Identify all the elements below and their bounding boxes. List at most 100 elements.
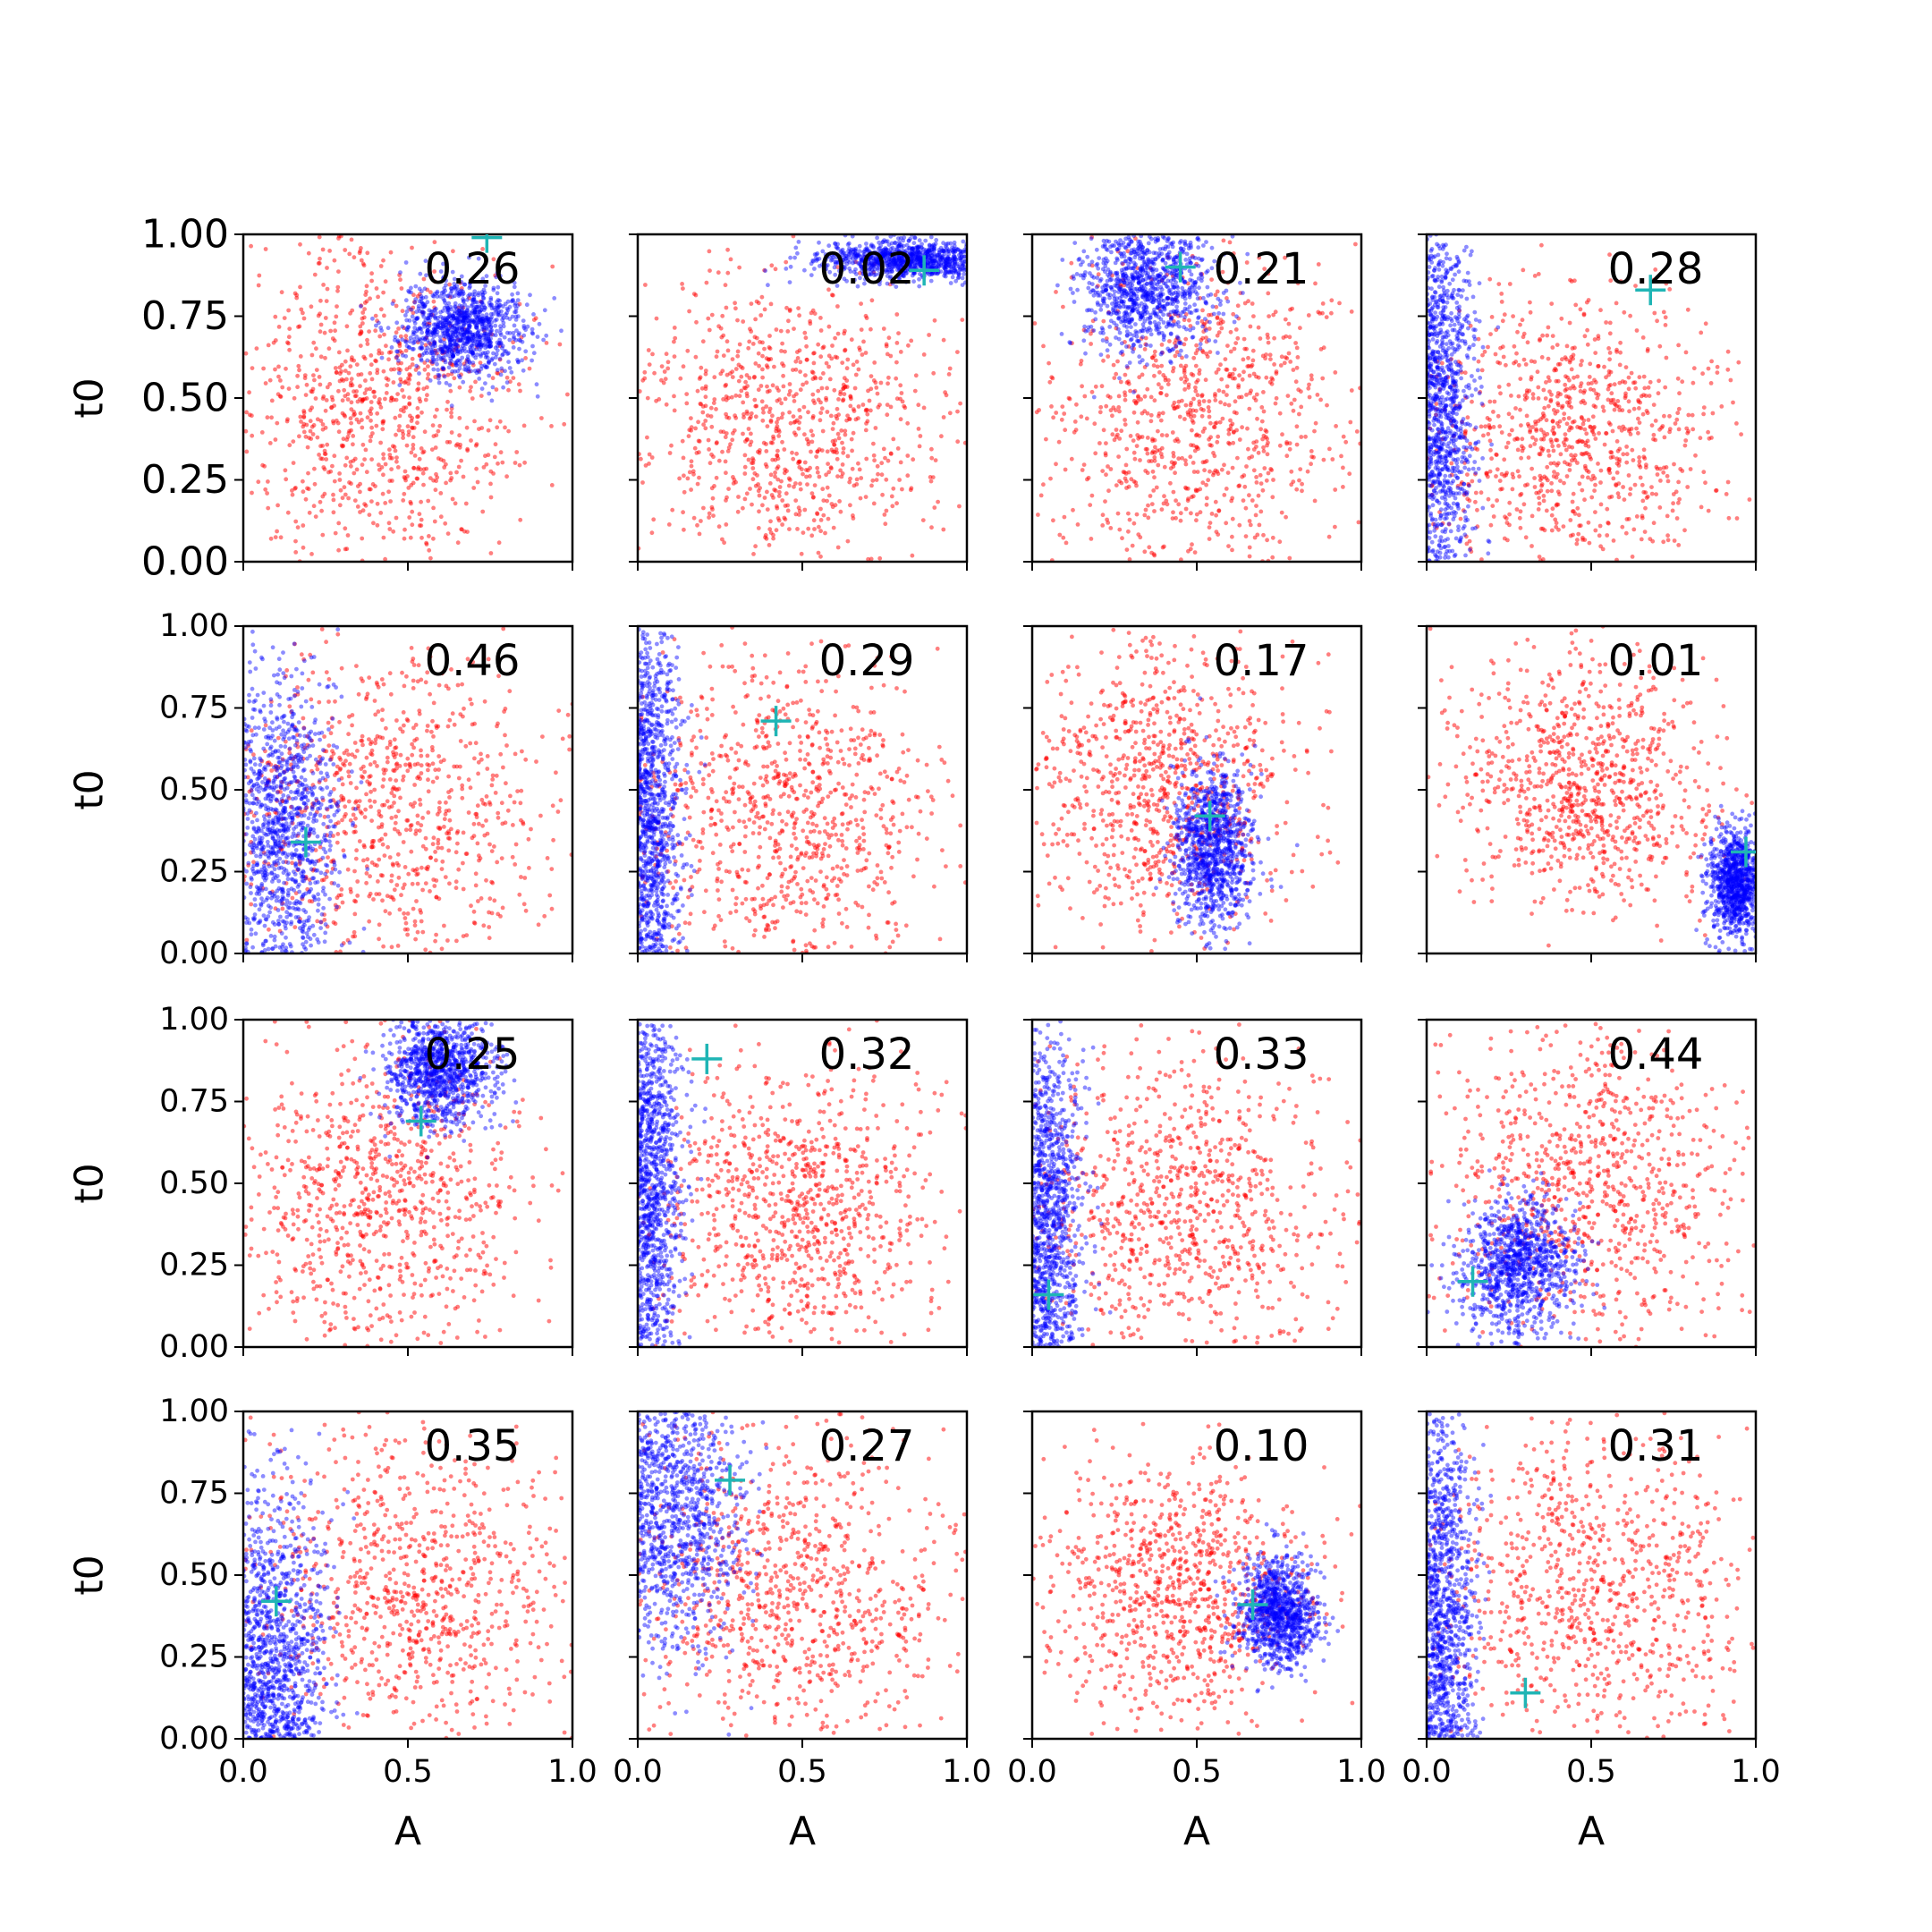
posterior-point [516, 314, 521, 319]
posterior-point [444, 328, 449, 334]
prior-point [1054, 462, 1058, 467]
posterior-point [892, 255, 896, 259]
posterior-point [455, 313, 461, 318]
posterior-point [481, 302, 486, 308]
prior-point [1132, 388, 1138, 394]
posterior-point [431, 313, 436, 318]
posterior-point [513, 314, 519, 319]
prior-point [712, 375, 717, 380]
prior-point [369, 278, 374, 284]
posterior-point [886, 248, 890, 253]
prior-point [1194, 518, 1199, 523]
posterior-point [411, 330, 417, 335]
posterior-point [486, 323, 491, 328]
prior-point [667, 451, 673, 455]
prior-point [263, 487, 268, 492]
prior-point [833, 335, 837, 341]
posterior-point [836, 254, 842, 259]
prior-point [757, 509, 761, 514]
posterior-point [513, 309, 519, 315]
prior-point [1151, 363, 1157, 368]
posterior-point [1159, 251, 1165, 257]
prior-point [801, 471, 805, 477]
posterior-point [1125, 304, 1131, 309]
posterior-point [479, 333, 484, 337]
prior-point [437, 423, 443, 428]
prior-point [852, 386, 858, 391]
posterior-point [883, 258, 887, 264]
prior-point [1349, 309, 1354, 314]
prior-point [726, 445, 732, 450]
posterior-point [403, 313, 408, 318]
prior-point [1088, 503, 1093, 507]
posterior-point [908, 263, 912, 268]
prior-point [933, 458, 938, 462]
posterior-point [877, 279, 883, 284]
posterior-point [906, 238, 911, 243]
prior-point [732, 428, 737, 433]
prior-point [287, 347, 292, 352]
posterior-point [1123, 309, 1129, 315]
posterior-point [454, 310, 460, 316]
posterior-point [440, 365, 445, 370]
prior-point [768, 418, 774, 423]
posterior-point [1138, 267, 1143, 272]
posterior-point [409, 290, 413, 295]
posterior-point [440, 309, 445, 313]
prior-point [420, 310, 425, 315]
posterior-point [905, 256, 910, 261]
prior-point [1250, 301, 1255, 306]
posterior-point [477, 319, 481, 325]
prior-point [372, 389, 377, 394]
posterior-point [1140, 245, 1146, 250]
posterior-point [1108, 318, 1114, 324]
prior-point [549, 483, 555, 487]
posterior-point [846, 252, 852, 258]
posterior-point [504, 330, 510, 335]
prior-point [1126, 470, 1131, 475]
prior-point [365, 415, 370, 420]
posterior-point [952, 240, 957, 245]
prior-point [1142, 365, 1148, 369]
prior-point [835, 456, 840, 462]
posterior-point [877, 246, 882, 250]
prior-point [374, 286, 379, 291]
posterior-point [896, 236, 901, 241]
posterior-point [872, 273, 877, 277]
prior-point [1182, 318, 1187, 323]
prior-point [802, 507, 808, 513]
posterior-point [1121, 279, 1126, 284]
posterior-point [887, 257, 892, 262]
posterior-point [896, 250, 901, 256]
posterior-point [440, 324, 445, 329]
posterior-point [552, 296, 557, 301]
posterior-point [443, 343, 448, 349]
prior-point [1120, 536, 1124, 541]
posterior-point [911, 258, 916, 264]
posterior-point [458, 338, 463, 343]
posterior-point [881, 250, 886, 255]
posterior-point [411, 318, 417, 323]
posterior-point [480, 292, 486, 297]
posterior-point [487, 318, 492, 323]
prior-point [1089, 389, 1095, 394]
posterior-point [471, 318, 477, 324]
prior-point [343, 414, 348, 419]
prior-point [1173, 311, 1177, 317]
prior-point [364, 470, 369, 475]
prior-point [1089, 537, 1094, 541]
posterior-point [1212, 258, 1217, 264]
prior-point [394, 397, 399, 402]
posterior-point [525, 324, 530, 329]
prior-point [1103, 499, 1107, 504]
posterior-point [422, 304, 428, 309]
prior-point [419, 535, 424, 540]
prior-point [877, 555, 883, 561]
prior-point [343, 359, 348, 364]
prior-point [827, 377, 833, 382]
prior-point [802, 432, 807, 437]
prior-point [1200, 480, 1206, 486]
prior-point [1230, 371, 1235, 377]
prior-point [400, 428, 405, 434]
posterior-point [467, 335, 472, 341]
